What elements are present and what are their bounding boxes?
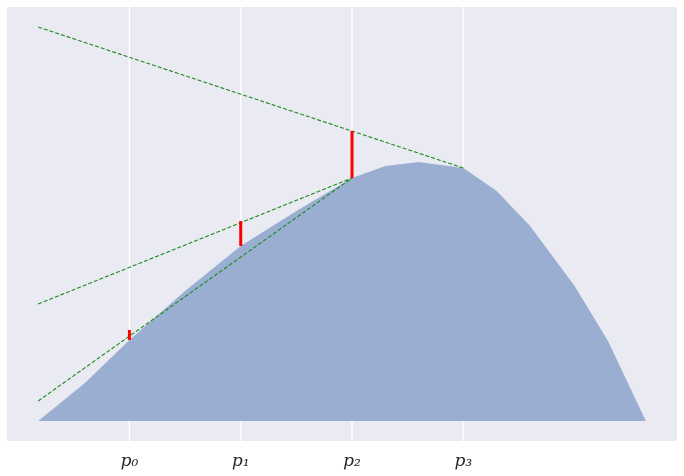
x-tick-label: p₁: [232, 451, 250, 471]
x-tick-label: p₃: [454, 451, 472, 471]
dashed-line: [37, 177, 353, 402]
area: [38, 162, 646, 421]
dashed-line: [37, 26, 464, 169]
x-tick-label: p₀: [121, 451, 139, 471]
dashed-line: [37, 177, 353, 305]
x-tick-label: p₂: [343, 451, 361, 471]
